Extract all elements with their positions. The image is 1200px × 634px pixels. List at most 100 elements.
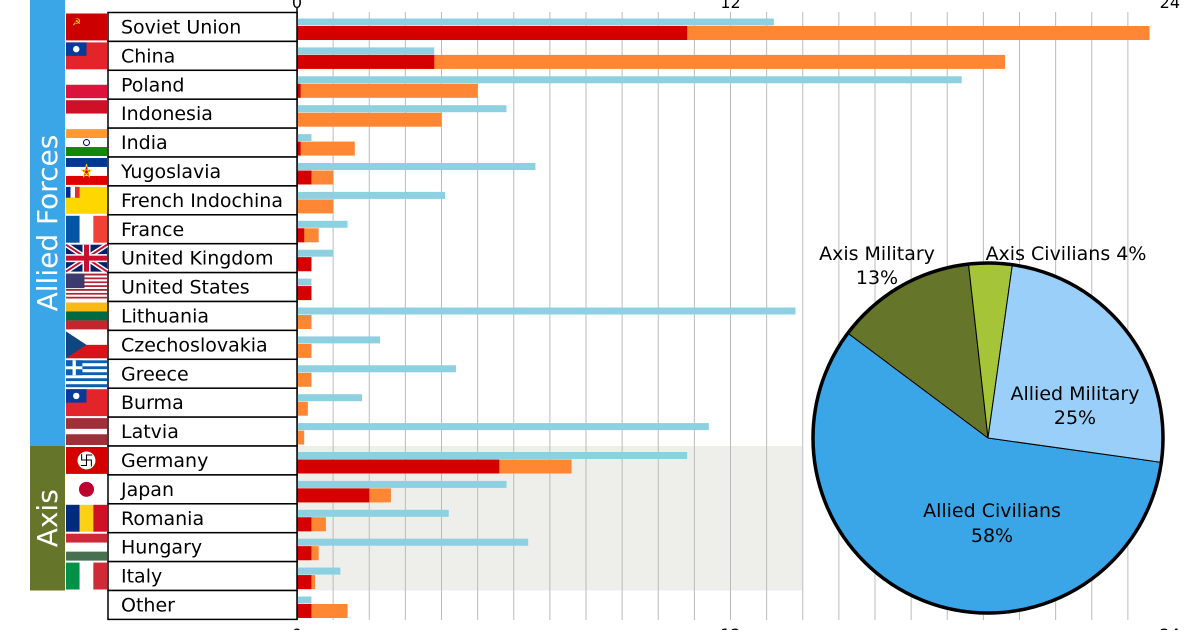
- bar-length-japan: [297, 480, 507, 488]
- category-label: Czechoslovakia: [121, 334, 268, 356]
- greece-flag-icon: [66, 360, 107, 388]
- bar-total-burma: [297, 401, 308, 416]
- bar-length-romania: [297, 509, 449, 517]
- bars: [297, 18, 1150, 618]
- bar-length-greece: [297, 365, 456, 373]
- hungary-flag-icon: [66, 533, 107, 561]
- latvia-flag-icon: [66, 418, 107, 445]
- bar-length-other: [297, 596, 312, 604]
- pie-percent-label: 58%: [971, 525, 1013, 547]
- category-label: Latvia: [121, 421, 179, 443]
- bar-military-united-kingdom: [297, 257, 312, 272]
- french-indochina-flag-icon: [66, 186, 107, 214]
- x-tick-label-bottom: 24: [1160, 625, 1180, 630]
- category-label-box: [107, 300, 298, 332]
- category-label: Hungary: [121, 537, 202, 559]
- category-label-box: [107, 185, 298, 216]
- flags: ☭卐: [64, 13, 109, 590]
- pie-label: Axis Military: [819, 243, 935, 265]
- bar-length-latvia: [297, 423, 709, 431]
- category-label-box: [107, 127, 298, 158]
- category-labels: Soviet Union China Poland Indonesia India Yug…: [107, 11, 298, 621]
- bar-total-indonesia: [297, 112, 442, 127]
- category-label: Greece: [121, 363, 189, 385]
- yugoslavia-flag-icon: [66, 158, 107, 185]
- category-label: United States: [121, 277, 250, 299]
- poland-flag-icon: [66, 71, 107, 99]
- bar-military-japan: [297, 488, 370, 503]
- bar-length-united-states: [297, 278, 312, 286]
- bar-length-french-indochina: [297, 191, 446, 199]
- romania-flag-icon: [66, 504, 107, 532]
- bar-military-china: [297, 54, 435, 69]
- bar-length-indonesia: [297, 105, 507, 113]
- bar-length-yugoslavia: [297, 163, 536, 170]
- category-label: United Kingdom: [121, 248, 274, 270]
- bar-military-romania: [297, 517, 312, 532]
- uk-flag-icon: [64, 242, 109, 274]
- pie-label-axis-civilians: Axis Civilians 4%: [986, 243, 1147, 265]
- bar-total-india: [297, 141, 355, 156]
- group-bands: Allied Forces Axis: [30, 0, 65, 591]
- x-tick-label-top: 12: [720, 0, 740, 12]
- bar-military-other: [297, 604, 312, 618]
- pie-label: Allied Civilians: [923, 500, 1061, 522]
- category-label-box: [107, 98, 298, 129]
- pie-label: Allied Military: [1010, 383, 1139, 405]
- bar-length-china: [297, 47, 435, 55]
- bar-military-germany: [297, 459, 500, 474]
- x-tick-label-top: 0: [292, 0, 302, 12]
- bar-length-czechoslovakia: [297, 336, 381, 344]
- lithuania-flag-icon: [66, 302, 107, 330]
- bar-length-germany: [297, 452, 688, 459]
- bar-total-greece: [297, 372, 312, 387]
- category-label: Japan: [120, 479, 174, 501]
- group-band-allied-forces: [30, 0, 65, 446]
- group-label: Axis: [31, 489, 64, 547]
- x-tick-label-top: 24: [1160, 0, 1180, 12]
- category-label-box: [107, 156, 298, 187]
- bar-military-soviet-union: [297, 26, 688, 40]
- bar-length-india: [297, 134, 312, 142]
- japan-flag-icon: [66, 475, 107, 503]
- category-label: Italy: [121, 566, 162, 588]
- category-label-box: [107, 214, 298, 245]
- indonesia-flag-icon: [66, 100, 107, 128]
- bar-military-united-states: [297, 286, 312, 301]
- bar-military-france: [297, 228, 305, 243]
- bar-total-french-indochina: [297, 199, 334, 214]
- category-label: Romania: [121, 508, 204, 530]
- bar-total-latvia: [297, 430, 305, 445]
- bar-length-soviet-union: [297, 18, 774, 26]
- bar-total-lithuania: [297, 315, 312, 329]
- soviet-flag-icon: ☭: [66, 13, 107, 41]
- category-label: French Indochina: [121, 190, 283, 212]
- svg-text:☭: ☭: [72, 18, 81, 29]
- category-label: Other: [121, 595, 175, 617]
- category-label: Soviet Union: [121, 17, 241, 39]
- category-label: Yugoslavia: [120, 161, 221, 183]
- svg-text:卐: 卐: [80, 453, 94, 469]
- bar-total-czechoslovakia: [297, 343, 312, 358]
- bar-military-poland: [297, 83, 301, 98]
- bar-length-united-kingdom: [297, 249, 334, 257]
- burma-flag-icon: [66, 389, 107, 417]
- category-label: Poland: [121, 74, 184, 96]
- pie-outline: [811, 261, 1165, 615]
- category-label: Indonesia: [121, 103, 213, 125]
- france-flag-icon: [66, 215, 107, 243]
- category-label: Lithuania: [121, 306, 209, 328]
- category-label-box: [107, 271, 298, 303]
- us-flag-icon: [66, 273, 107, 301]
- china-flag-icon: [66, 42, 107, 70]
- bar-military-yugoslavia: [297, 170, 312, 185]
- x-tick-label-bottom: 12: [720, 625, 740, 630]
- bar-length-lithuania: [297, 307, 796, 315]
- bar-length-france: [297, 220, 348, 228]
- category-label-box: [107, 242, 298, 274]
- bar-military-italy: [297, 575, 312, 590]
- bar-length-italy: [297, 567, 341, 575]
- x-tick-label-bottom: 0: [292, 625, 302, 630]
